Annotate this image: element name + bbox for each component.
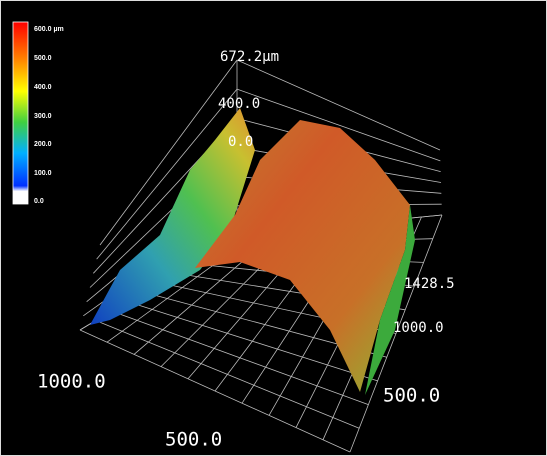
color-bar [12, 21, 29, 205]
y-tick-label: 500.0 [383, 385, 440, 407]
colorbar-label: 0.0 [34, 198, 44, 205]
grid-line [236, 59, 441, 151]
surface-edge [365, 205, 415, 395]
grid-line [349, 214, 443, 453]
grid-line [99, 59, 238, 246]
grid-line [236, 88, 441, 162]
grid-line [96, 88, 238, 260]
colorbar-label: 600.0 µm [34, 26, 64, 33]
y-tick-label: 1000.0 [393, 320, 444, 336]
surface-left [90, 108, 255, 325]
grid-line [126, 301, 378, 382]
colorbar-label: 100.0 [34, 170, 52, 177]
surface-main [195, 120, 410, 392]
grid-line [79, 329, 351, 453]
z-tick-label: 0.0 [228, 134, 253, 150]
colorbar-label: 200.0 [34, 141, 52, 148]
z-tick-label: 400.0 [218, 96, 260, 112]
colorbar-label: 500.0 [34, 55, 52, 62]
z-max-label: 672.2µm [220, 49, 279, 65]
colorbar-label: 300.0 [34, 113, 52, 120]
colorbar-label: 400.0 [34, 84, 52, 91]
grid-line [111, 310, 369, 405]
x-tick-label: 1000.0 [37, 371, 106, 393]
grid-line [95, 320, 360, 429]
y-tick-label: 1428.5 [404, 276, 455, 292]
x-tick-label: 500.0 [165, 429, 222, 451]
